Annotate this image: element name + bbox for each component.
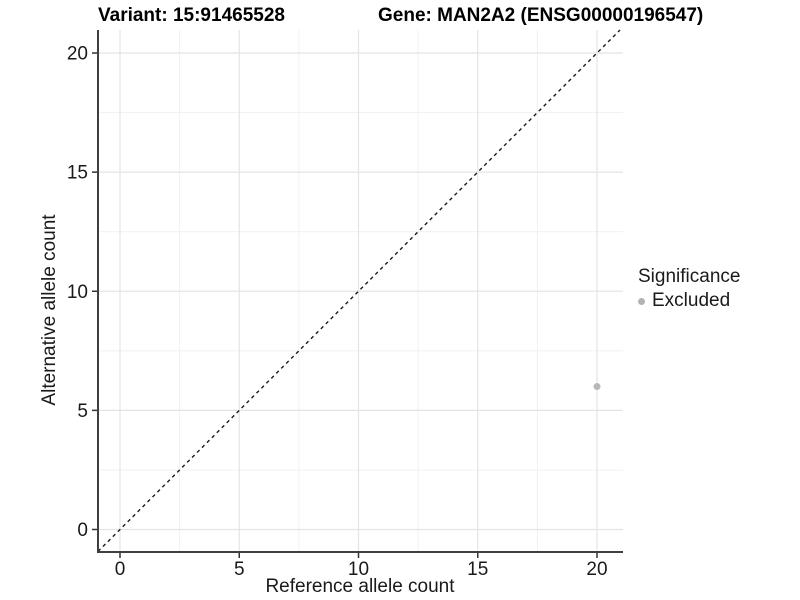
- axis-tick-labels: 0 5 10 15 20 0 5 10 15 20: [67, 44, 608, 581]
- data-points: [593, 383, 601, 391]
- legend-title: Significance: [638, 266, 741, 287]
- data-point: [593, 383, 601, 391]
- x-tick-label: 15: [467, 559, 488, 580]
- major-gridlines: [98, 30, 623, 552]
- x-tick-label: 20: [586, 559, 607, 580]
- y-tick-label: 5: [77, 401, 88, 422]
- y-tick-label: 0: [77, 520, 88, 541]
- axis-line: [97, 30, 623, 553]
- axis-lines: [97, 30, 623, 553]
- legend-item-label: Excluded: [652, 290, 731, 311]
- x-tick-label: 0: [115, 559, 126, 580]
- y-tick-label: 20: [67, 44, 88, 65]
- minor-gridlines: [98, 30, 623, 552]
- x-axis-title: Reference allele count: [265, 576, 455, 597]
- y-axis-title: Alternative allele count: [39, 214, 60, 406]
- gene-title: Gene: MAN2A2 (ENSG00000196547): [378, 5, 704, 26]
- legend: Significance Excluded: [638, 266, 740, 312]
- y-tick-label: 15: [67, 163, 88, 184]
- y-tick-label: 10: [67, 282, 88, 303]
- variant-title: Variant: 15:91465528: [98, 5, 285, 26]
- excluded-point-icon: [638, 297, 645, 305]
- x-tick-label: 10: [348, 559, 369, 580]
- legend-item-excluded: Excluded: [638, 290, 740, 312]
- axis-ticks: [92, 52, 598, 558]
- x-tick-label: 5: [234, 559, 245, 580]
